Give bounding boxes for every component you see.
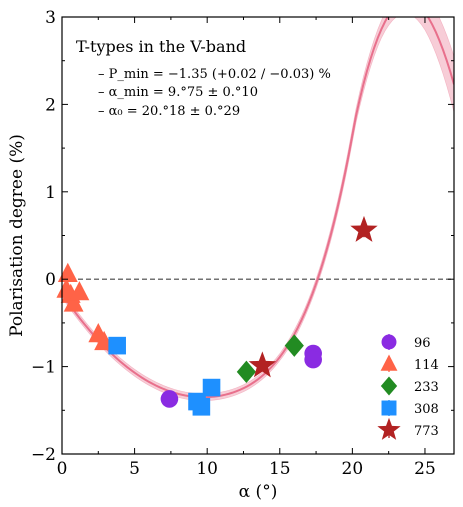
plot-frame <box>61 16 455 455</box>
point-114 <box>63 292 84 312</box>
x-tick-label: 5 <box>129 459 140 479</box>
legend-marker-773 <box>377 417 401 440</box>
point-114 <box>57 262 78 282</box>
point-308 <box>192 398 211 416</box>
point-96 <box>304 350 322 369</box>
point-233 <box>284 334 304 357</box>
annotation-heading: T-types in the V-band <box>76 37 246 56</box>
legend: 96 114 233 308 773 <box>377 334 439 440</box>
fit-curve-line <box>62 17 454 399</box>
y-tick-label: 3 <box>45 8 56 28</box>
data-points-layer <box>56 215 378 416</box>
x-tick-label: 0 <box>57 459 68 479</box>
point-233 <box>236 360 256 384</box>
y-tick-label: −2 <box>31 445 56 465</box>
y-tick-label: 0 <box>45 270 56 290</box>
annotation-line-alpha0: – α₀ = 20.°18 ± 0.°29 <box>98 104 240 119</box>
point-308 <box>202 378 221 397</box>
point-773 <box>248 351 277 378</box>
annotation-line-pmin: – P_min = −1.35 (+0.02 / −0.03) % <box>98 67 331 82</box>
x-tick-label: 20 <box>342 459 364 479</box>
y-axis-label: Polarisation degree (%) <box>7 134 27 337</box>
annotation-line-alpha-min: – α_min = 9.°75 ± 0.°10 <box>98 85 258 100</box>
legend-marker-308 <box>381 400 397 416</box>
y-tick-label: 2 <box>45 95 56 115</box>
y-tick-label: −1 <box>31 358 56 378</box>
legend-label-233: 233 <box>414 380 439 395</box>
y-tick-label: 1 <box>45 183 56 203</box>
point-114 <box>69 281 90 301</box>
point-308 <box>108 336 126 355</box>
legend-label-308: 308 <box>414 402 439 417</box>
axis-ticks: 0 5 10 15 20 25 −2 −1 0 1 2 3 <box>31 8 454 479</box>
fit-annotation: T-types in the V-band – P_min = −1.35 (+… <box>76 37 331 119</box>
point-96 <box>160 390 179 408</box>
legend-marker-114 <box>380 354 398 371</box>
x-tick-label: 25 <box>414 459 436 479</box>
x-tick-label: 10 <box>196 459 218 479</box>
legend-marker-96 <box>381 334 397 350</box>
legend-label-96: 96 <box>414 336 431 351</box>
x-axis-label: α (°) <box>239 482 278 502</box>
fit-curve-layer <box>62 17 454 399</box>
legend-marker-233 <box>380 376 398 396</box>
legend-label-114: 114 <box>414 358 439 373</box>
legend-label-773: 773 <box>414 424 439 439</box>
point-773 <box>350 215 378 242</box>
x-tick-label: 15 <box>269 459 291 479</box>
